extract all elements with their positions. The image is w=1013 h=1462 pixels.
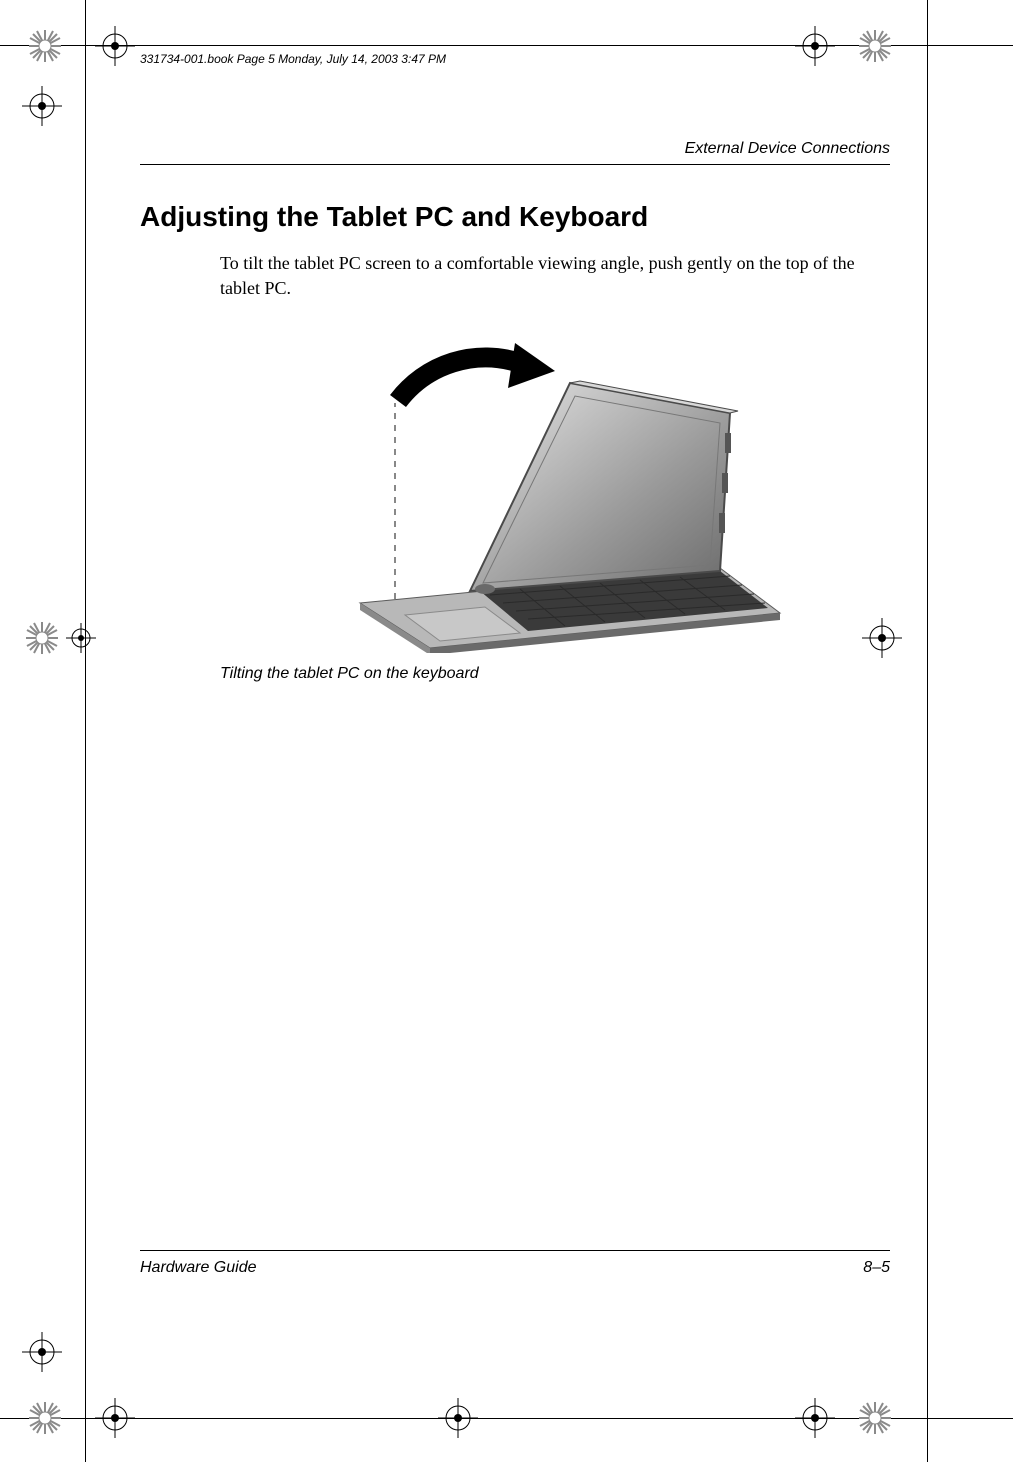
target-wheel-icon bbox=[855, 26, 895, 66]
registration-mark-icon bbox=[795, 1398, 835, 1438]
running-head: External Device Connections bbox=[140, 140, 890, 165]
target-wheel-icon bbox=[25, 1398, 65, 1438]
page-content: External Device Connections Adjusting th… bbox=[140, 140, 890, 683]
target-wheel-icon bbox=[25, 26, 65, 66]
target-wheel-icon bbox=[22, 618, 62, 658]
body-paragraph: To tilt the tablet PC screen to a comfor… bbox=[220, 251, 890, 301]
footer-right: 8–5 bbox=[863, 1259, 890, 1277]
registration-mark-icon bbox=[795, 26, 835, 66]
crop-line-right bbox=[927, 0, 928, 1462]
registration-mark-icon bbox=[95, 1398, 135, 1438]
footer-left: Hardware Guide bbox=[140, 1259, 257, 1277]
registration-mark-icon bbox=[438, 1398, 478, 1438]
registration-mark-icon bbox=[66, 623, 96, 653]
page-footer: Hardware Guide 8–5 bbox=[140, 1250, 890, 1277]
registration-mark-icon bbox=[95, 26, 135, 66]
crop-line-left bbox=[85, 0, 86, 1462]
registration-mark-icon bbox=[22, 1332, 62, 1372]
target-wheel-icon bbox=[855, 1398, 895, 1438]
figure-tablet-tilt bbox=[220, 333, 800, 653]
figure-caption: Tilting the tablet PC on the keyboard bbox=[220, 665, 890, 683]
registration-mark-icon bbox=[22, 86, 62, 126]
section-title: Adjusting the Tablet PC and Keyboard bbox=[140, 201, 890, 233]
print-header-stamp: 331734-001.book Page 5 Monday, July 14, … bbox=[140, 52, 446, 66]
